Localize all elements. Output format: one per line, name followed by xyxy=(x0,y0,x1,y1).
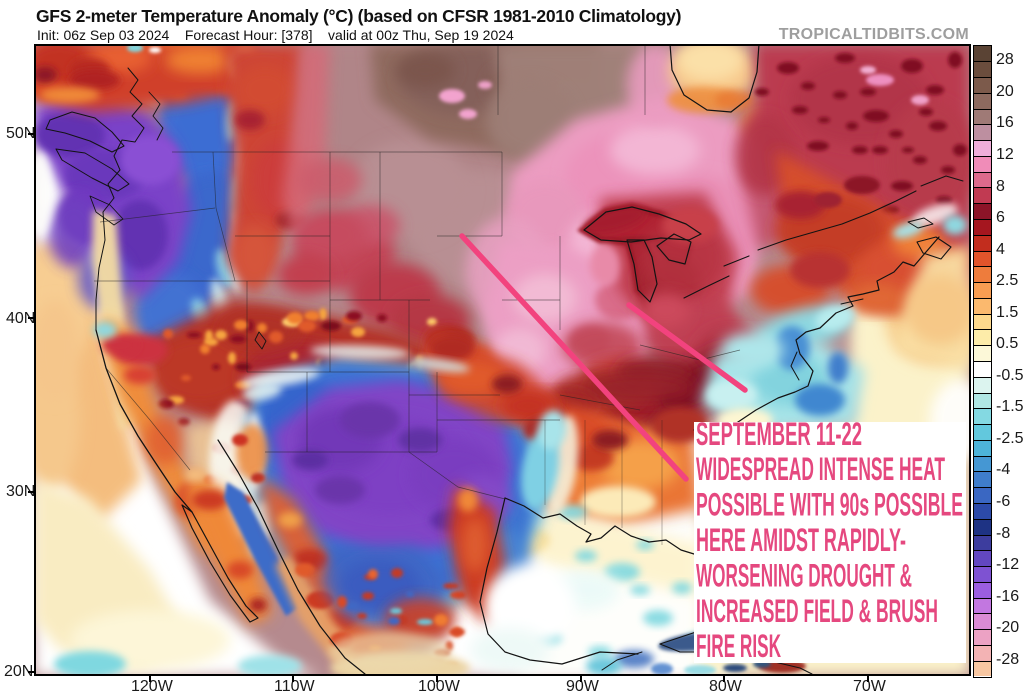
svg-text:FIRE RISK: FIRE RISK xyxy=(696,628,781,664)
svg-text:POSSIBLE WITH 90s POSSIBLE: POSSIBLE WITH 90s POSSIBLE xyxy=(696,487,963,523)
svg-text:WIDESPREAD INTENSE HEAT: WIDESPREAD INTENSE HEAT xyxy=(696,451,945,487)
svg-text:SEPTEMBER 11-22: SEPTEMBER 11-22 xyxy=(696,416,862,452)
svg-text:HERE AMIDST RAPIDLY-: HERE AMIDST RAPIDLY- xyxy=(696,522,906,558)
svg-text:INCREASED FIELD & BRUSH: INCREASED FIELD & BRUSH xyxy=(696,593,938,629)
svg-text:WORSENING DROUGHT &: WORSENING DROUGHT & xyxy=(696,557,912,593)
